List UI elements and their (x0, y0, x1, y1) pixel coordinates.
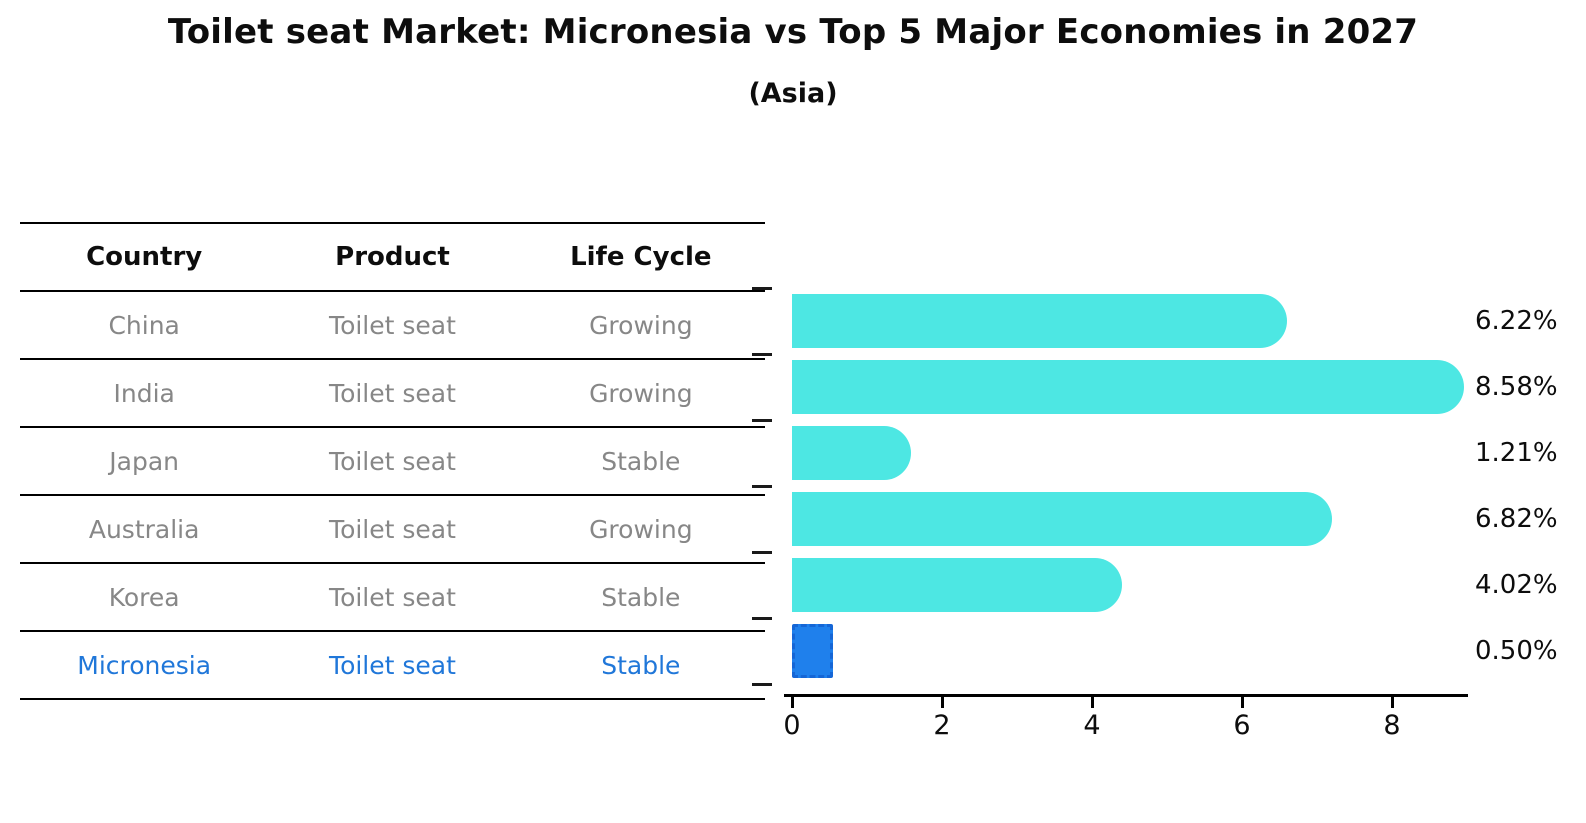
bar (792, 294, 1287, 348)
x-axis-tick (791, 697, 794, 708)
x-axis-tick-label: 6 (1233, 710, 1251, 741)
table-row: Korea Toilet seat Stable (20, 564, 765, 632)
table-row-highlighted: Micronesia Toilet seat Stable (20, 632, 765, 700)
bar-value-label: 6.22% (1475, 306, 1558, 336)
table-row: India Toilet seat Growing (20, 360, 765, 428)
x-axis-line (784, 694, 1468, 697)
bar-value-label: 0.50% (1475, 636, 1558, 666)
table-row: Japan Toilet seat Stable (20, 428, 765, 496)
x-axis-tick (941, 697, 944, 708)
bar (792, 426, 911, 480)
column-header-product: Product (335, 242, 450, 272)
x-axis-tick (1091, 697, 1094, 708)
x-axis-tick-label: 4 (1083, 710, 1101, 741)
cell-country: Australia (88, 514, 200, 544)
cell-lifecycle: Growing (589, 514, 693, 544)
x-axis-tick (1241, 697, 1244, 708)
cell-product: Toilet seat (329, 378, 456, 408)
cell-lifecycle: Growing (589, 378, 693, 408)
chart-subtitle: (Asia) (748, 78, 838, 109)
bar-value-label: 8.58% (1475, 372, 1558, 402)
bar-value-label: 1.21% (1475, 438, 1558, 468)
cell-lifecycle: Stable (601, 650, 681, 680)
y-tick (752, 683, 772, 686)
chart-title: Toilet seat Market: Micronesia vs Top 5 … (167, 12, 1419, 52)
cell-product: Toilet seat (329, 514, 456, 544)
cell-lifecycle: Growing (589, 310, 693, 340)
x-axis-tick (1391, 697, 1394, 708)
cell-country: Micronesia (77, 650, 212, 680)
y-tick (752, 287, 772, 290)
cell-country: India (113, 378, 175, 408)
x-axis-tick-label: 2 (933, 710, 951, 741)
cell-product: Toilet seat (329, 446, 456, 476)
table-header-row: Country Product Life Cycle (20, 222, 765, 292)
bar (792, 360, 1464, 414)
bar (792, 558, 1122, 612)
bar-highlighted (792, 624, 833, 678)
cell-country: Japan (109, 446, 180, 476)
x-axis-tick-label: 0 (783, 710, 801, 741)
bar-value-label: 6.82% (1475, 504, 1558, 534)
y-tick (752, 485, 772, 488)
y-tick (752, 551, 772, 554)
cell-lifecycle: Stable (601, 446, 681, 476)
cell-country: Korea (108, 582, 180, 612)
bar-value-label: 4.02% (1475, 570, 1558, 600)
cell-product: Toilet seat (329, 310, 456, 340)
data-table: Country Product Life Cycle China Toilet … (20, 222, 765, 700)
cell-product: Toilet seat (329, 582, 456, 612)
cell-lifecycle: Stable (601, 582, 681, 612)
cell-product: Toilet seat (329, 650, 456, 680)
table-row: China Toilet seat Growing (20, 292, 765, 360)
cell-country: China (108, 310, 180, 340)
table-row: Australia Toilet seat Growing (20, 496, 765, 564)
y-tick (752, 353, 772, 356)
bar (792, 492, 1332, 546)
y-tick (752, 419, 772, 422)
x-axis-tick-label: 8 (1383, 710, 1401, 741)
y-tick (752, 617, 772, 620)
column-header-lifecycle: Life Cycle (570, 242, 712, 272)
column-header-country: Country (86, 242, 203, 272)
